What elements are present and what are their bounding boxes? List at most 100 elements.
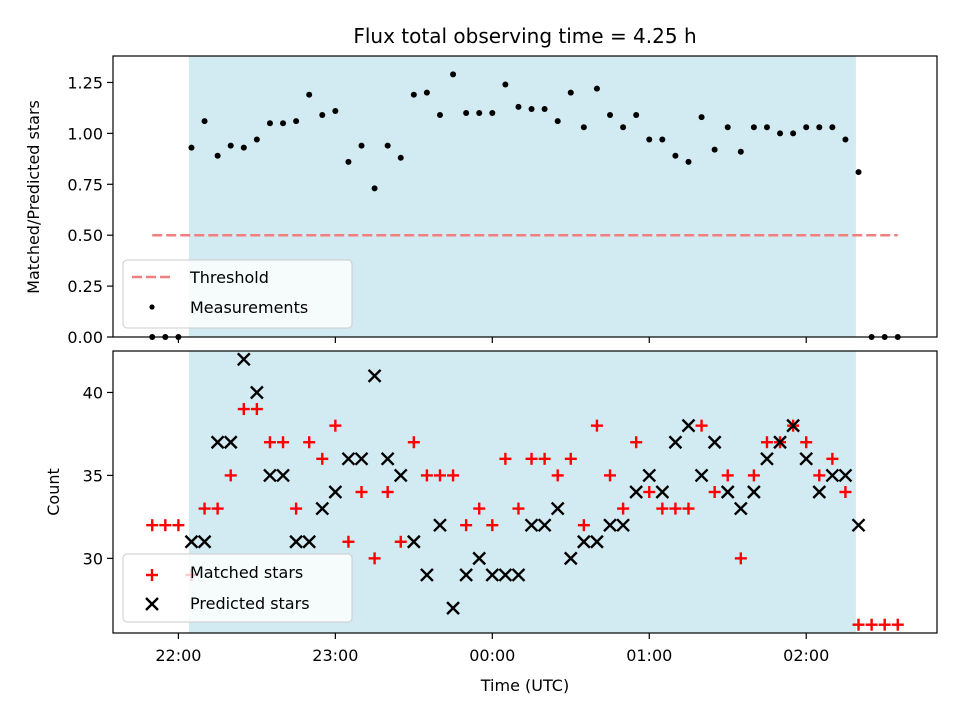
matched-star-point bbox=[198, 502, 211, 515]
top-y-tick-label-0: 0.00 bbox=[67, 328, 103, 347]
measurement-point bbox=[763, 124, 770, 131]
predicted-star-point bbox=[446, 601, 460, 615]
matched-star-point bbox=[355, 486, 368, 498]
predicted-star-point bbox=[524, 518, 539, 533]
matched-star-point bbox=[695, 419, 708, 432]
measurement-point bbox=[240, 144, 247, 151]
matched-star-point bbox=[172, 519, 185, 532]
measurement-point bbox=[842, 136, 849, 143]
measurement-point bbox=[724, 124, 731, 131]
matched-star-point bbox=[590, 419, 603, 432]
top-y-tick-label-3: 0.75 bbox=[67, 175, 103, 194]
measurement-point bbox=[790, 130, 797, 137]
measurement-point bbox=[698, 114, 705, 121]
matched-star-point bbox=[342, 535, 355, 548]
matched-star-point bbox=[499, 452, 512, 465]
measurement-point bbox=[737, 148, 744, 155]
x-tick-label-4: 02:00 bbox=[783, 646, 829, 665]
measurement-point bbox=[450, 71, 457, 78]
matched-star-point bbox=[708, 486, 721, 498]
predicted-star-point bbox=[537, 518, 552, 533]
matched-star-point bbox=[237, 403, 250, 416]
matched-star-point bbox=[486, 519, 499, 532]
matched-star-point bbox=[159, 519, 172, 532]
measurement-point bbox=[541, 105, 548, 112]
legend-predicted-label: Predicted stars bbox=[190, 594, 310, 613]
measurement-point bbox=[489, 110, 496, 117]
predicted-star-point bbox=[838, 468, 853, 483]
matched-star-point bbox=[656, 502, 669, 515]
predicted-star-point bbox=[511, 568, 526, 582]
predicted-star-point bbox=[210, 435, 225, 450]
legend-measurements-swatch bbox=[149, 304, 155, 310]
matched-star-point bbox=[447, 469, 460, 482]
predicted-star-point bbox=[655, 485, 670, 499]
matched-star-point bbox=[865, 618, 878, 631]
top-panel: 0.00 0.25 0.50 0.75 1.00 1.25 Matched/Predict… bbox=[24, 55, 938, 347]
measurement-point bbox=[829, 124, 836, 131]
bottom-y-tick-label-2: 40 bbox=[83, 383, 103, 402]
top-y-tick-label-1: 0.25 bbox=[67, 277, 103, 296]
measurement-point bbox=[227, 142, 234, 149]
measurement-point bbox=[620, 124, 627, 131]
measurement-point bbox=[476, 110, 483, 117]
top-y-axis: 0.00 0.25 0.50 0.75 1.00 1.25 bbox=[67, 73, 807, 347]
measurement-point bbox=[345, 158, 352, 165]
predicted-star-point bbox=[747, 485, 761, 499]
predicted-star-point bbox=[733, 501, 748, 516]
bottom-panel: 30 35 40 22:00 23:00 00:00 01:00 02:00 Count T… bbox=[44, 350, 938, 695]
measurement-point bbox=[214, 152, 221, 159]
predicted-star-point bbox=[550, 501, 565, 516]
measurement-point bbox=[358, 142, 365, 149]
x-tick-label-2: 00:00 bbox=[469, 646, 515, 665]
matched-star-point bbox=[747, 469, 760, 482]
measurement-point bbox=[266, 120, 273, 127]
predicted-star-point bbox=[406, 534, 421, 549]
measurement-point bbox=[685, 158, 692, 165]
measurement-point bbox=[855, 169, 862, 176]
measurement-point bbox=[502, 81, 509, 88]
legend-measurements-label: Measurements bbox=[190, 298, 308, 317]
measurement-point bbox=[816, 124, 823, 131]
predicted-star-point bbox=[315, 501, 330, 516]
predicted-star-point bbox=[367, 369, 382, 383]
legend-predicted-swatch bbox=[145, 597, 159, 611]
measurement-point bbox=[423, 89, 430, 96]
predicted-star-point bbox=[773, 435, 787, 450]
matched-star-point bbox=[852, 618, 865, 631]
measurement-point bbox=[201, 118, 208, 125]
matched-star-point bbox=[316, 452, 329, 465]
matched-star-point bbox=[290, 502, 303, 515]
matched-star-point bbox=[433, 469, 446, 482]
matched-star-point bbox=[263, 436, 276, 449]
predicted-star-point bbox=[563, 551, 578, 566]
matched-star-point bbox=[250, 403, 263, 416]
measurement-point bbox=[803, 124, 810, 131]
predicted-star-point bbox=[629, 485, 644, 499]
predicted-star-point bbox=[616, 518, 630, 533]
matched-star-point bbox=[826, 452, 839, 465]
predicted-star-point bbox=[223, 435, 238, 450]
measurement-point bbox=[306, 91, 313, 98]
bottom-y-tick-label-1: 35 bbox=[83, 466, 103, 485]
matched-star-point bbox=[721, 469, 734, 482]
x-tick-label-1: 23:00 bbox=[312, 646, 358, 665]
x-tick-label-3: 01:00 bbox=[626, 646, 672, 665]
matched-star-point bbox=[682, 502, 695, 515]
predicted-star-point bbox=[485, 568, 500, 582]
predicted-star-point bbox=[184, 534, 199, 549]
predicted-star-point bbox=[642, 468, 657, 483]
top-y-axis-label: Matched/Predicted stars bbox=[24, 100, 43, 294]
matched-star-point bbox=[643, 486, 656, 498]
matched-star-point bbox=[329, 419, 342, 432]
legend-threshold-label: Threshold bbox=[189, 268, 269, 287]
predicted-star-point bbox=[433, 518, 447, 533]
predicted-star-point bbox=[577, 534, 591, 549]
measurement-point bbox=[607, 112, 614, 119]
predicted-star-point bbox=[720, 485, 735, 499]
matched-star-point bbox=[368, 552, 381, 565]
predicted-star-point bbox=[236, 352, 251, 367]
matched-star-point bbox=[381, 486, 394, 498]
measurement-point bbox=[750, 124, 757, 131]
measurement-point bbox=[371, 185, 378, 192]
